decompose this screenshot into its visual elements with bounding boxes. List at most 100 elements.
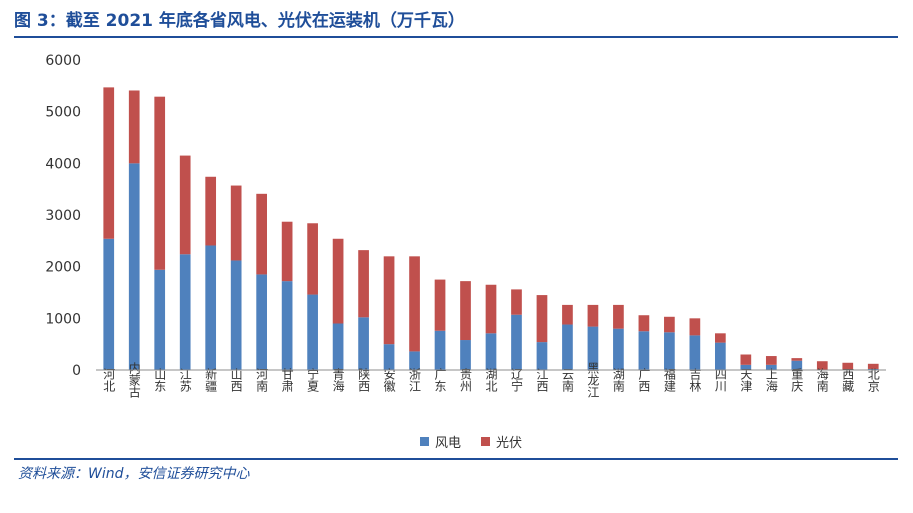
bar-wind	[154, 269, 166, 370]
bar-solar	[460, 281, 471, 341]
x-tick-label: 上海	[764, 368, 778, 392]
title-rule	[14, 36, 898, 38]
bar-wind	[765, 364, 777, 370]
bar-wind	[485, 333, 497, 370]
bar-wind	[638, 331, 650, 370]
bar-solar	[205, 176, 217, 246]
x-tick-label: 宁夏	[306, 367, 320, 392]
bar-solar	[613, 304, 624, 329]
x-tick-label: 河南	[255, 368, 269, 392]
x-tick-label: 内蒙古	[127, 362, 141, 398]
bar-solar	[765, 356, 777, 365]
x-tick-label: 浙江	[408, 368, 422, 392]
x-tick-label: 辽宁	[509, 368, 523, 392]
legend-swatch-solar	[481, 437, 491, 446]
bar-solar	[281, 221, 293, 282]
y-tick-label: 0	[72, 363, 81, 379]
bar-wind	[460, 340, 471, 370]
x-tick-label: 山东	[153, 368, 167, 392]
bar-wind	[867, 368, 879, 370]
x-tick-label: 贵州	[459, 368, 473, 392]
x-tick-label: 重庆	[790, 368, 804, 392]
bar-wind	[740, 364, 752, 370]
bar-wind	[536, 342, 548, 370]
figure-title: 图 3：截至 2021 年底各省风电、光伏在运装机（万千瓦）	[14, 11, 465, 31]
x-tick-label: 吉林	[688, 368, 702, 392]
x-tick-label: 新疆	[204, 367, 218, 392]
x-tick-label: 山西	[229, 368, 243, 392]
y-tick-label: 2000	[45, 260, 81, 276]
bar-wind	[689, 335, 701, 370]
bar-wind	[205, 245, 217, 370]
bar-solar	[867, 363, 879, 369]
y-tick-label: 3000	[45, 208, 81, 224]
legend-item-solar: 光伏	[481, 432, 522, 451]
x-tick-label: 江西	[535, 368, 549, 392]
bar-wind	[715, 342, 726, 370]
bar-solar	[740, 354, 752, 365]
bar-solar	[638, 315, 650, 332]
bar-solar	[307, 223, 318, 295]
x-tick-label: 福建	[662, 367, 676, 393]
bar-solar	[511, 289, 522, 315]
x-tick-label: 广西	[637, 368, 651, 392]
bar-wind	[664, 332, 675, 370]
bar-wind	[434, 330, 446, 370]
x-tick-label: 河北	[102, 368, 116, 393]
x-tick-label: 天津	[739, 368, 753, 392]
bar-solar	[689, 318, 701, 336]
x-tick-label: 陕西	[357, 367, 371, 392]
bar-wind	[103, 238, 115, 370]
x-tick-label: 湖北	[484, 367, 498, 393]
bar-solar	[842, 362, 854, 370]
x-tick-label: 安徽	[382, 367, 396, 392]
bar-solar	[562, 304, 573, 325]
x-tick-label: 甘肃	[280, 368, 294, 393]
x-tick-label: 黑龙江	[586, 362, 600, 398]
bar-wind	[613, 328, 624, 370]
bar-wind	[179, 254, 191, 370]
bar-wind	[332, 323, 344, 370]
bar-wind	[511, 314, 522, 370]
bar-wind	[791, 360, 803, 370]
bar-solar	[154, 96, 166, 270]
legend-swatch-wind	[420, 437, 429, 446]
bar-wind	[383, 344, 395, 370]
bar-solar	[816, 361, 828, 370]
bar-solar	[409, 256, 420, 352]
bar-solar	[256, 193, 267, 275]
footer-rule	[14, 458, 898, 460]
bar-solar	[791, 358, 803, 361]
chart-legend: 风电 光伏	[420, 432, 522, 451]
x-tick-label: 湖南	[611, 367, 625, 392]
bar-wind	[358, 317, 369, 370]
x-tick-label: 北京	[866, 368, 880, 393]
bar-solar	[485, 284, 497, 334]
y-tick-label: 1000	[45, 311, 81, 327]
bar-wind	[409, 351, 420, 370]
bar-solar	[587, 304, 599, 327]
legend-label-wind: 风电	[435, 436, 462, 451]
bar-solar	[230, 185, 242, 261]
bar-wind	[307, 294, 318, 370]
bar-wind	[230, 260, 242, 370]
bar-solar	[383, 256, 395, 345]
y-tick-label: 4000	[45, 156, 81, 172]
bar-solar	[103, 87, 115, 239]
x-tick-label: 四川	[713, 368, 727, 392]
x-tick-label: 西藏	[841, 368, 855, 393]
stacked-bar-chart: 0 1000 2000 3000 4000 5000 6000 河北 内蒙古 山东 江苏 新疆 山西 河南…	[45, 53, 886, 398]
bar-wind	[256, 274, 267, 370]
x-tick-label: 广东	[433, 368, 447, 392]
bar-wind	[281, 281, 293, 370]
y-tick-label: 5000	[45, 105, 81, 121]
x-tick-label: 云南	[560, 368, 574, 392]
bar-solar	[664, 316, 675, 333]
source-note: 资料来源：Wind，安信证券研究中心	[18, 466, 250, 482]
legend-label-solar: 光伏	[496, 436, 523, 451]
x-tick-label: 江苏	[178, 368, 192, 392]
bar-wind	[562, 324, 573, 370]
bar-solar	[358, 250, 369, 318]
bar-solar	[536, 295, 548, 343]
bar-solar	[434, 279, 446, 331]
